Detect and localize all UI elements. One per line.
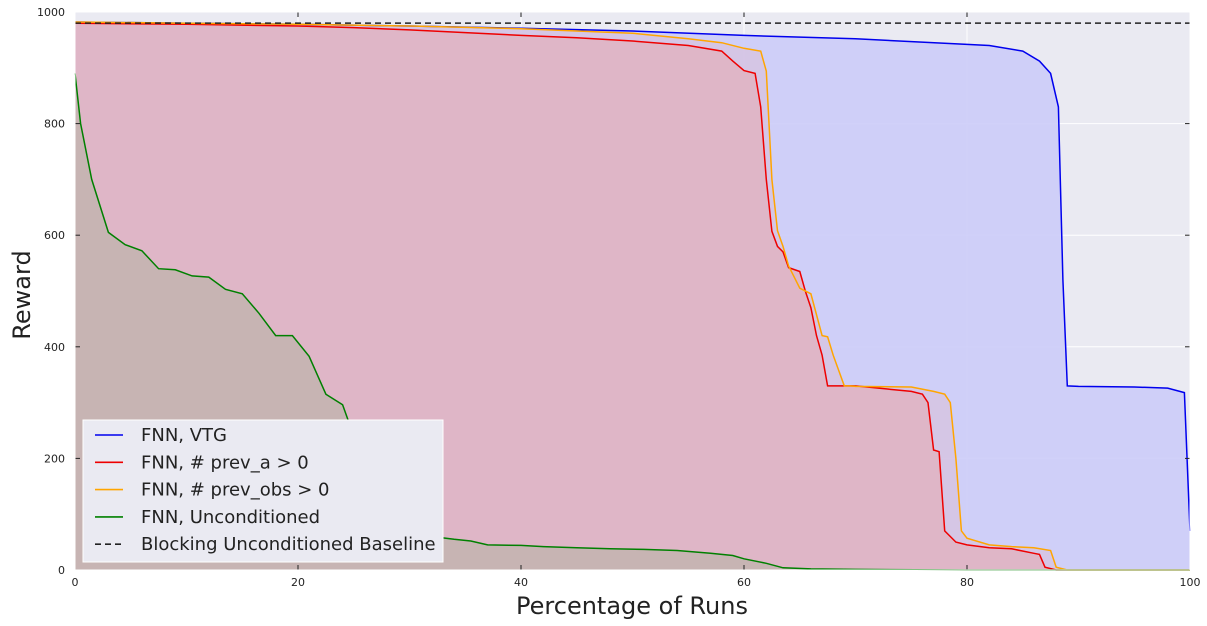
legend-label: FNN, # prev_obs > 0 xyxy=(141,480,329,501)
y-tick-label: 1000 xyxy=(37,6,65,19)
legend-box xyxy=(82,419,444,563)
y-tick-label: 600 xyxy=(44,229,65,242)
legend-label: Blocking Unconditioned Baseline xyxy=(141,534,436,555)
x-tick-label: 80 xyxy=(960,576,974,589)
series-line-3 xyxy=(74,21,1190,571)
legend-label: FNN, # prev_a > 0 xyxy=(141,452,309,473)
x-axis-title: Percentage of Runs xyxy=(516,592,748,620)
x-tick-label: 20 xyxy=(291,576,305,589)
x-tick-label: 60 xyxy=(737,576,751,589)
legend-label: FNN, VTG xyxy=(141,425,227,446)
y-tick-label: 800 xyxy=(44,118,65,131)
legend: FNN, VTG FNN, # prev_a > 0 FNN, # prev_obs… xyxy=(82,419,444,563)
y-tick-label: 400 xyxy=(44,341,65,354)
series-line-2 xyxy=(74,22,1190,571)
x-tick-label: 0 xyxy=(72,576,79,589)
plot-frame xyxy=(74,11,1191,571)
y-axis-title: Reward xyxy=(8,250,36,339)
x-tick-label: 100 xyxy=(1180,576,1201,589)
y-tick-label: 0 xyxy=(58,564,65,577)
y-tick-label: 200 xyxy=(44,452,65,465)
legend-label: FNN, Unconditioned xyxy=(141,507,320,528)
x-tick-label: 40 xyxy=(514,576,528,589)
